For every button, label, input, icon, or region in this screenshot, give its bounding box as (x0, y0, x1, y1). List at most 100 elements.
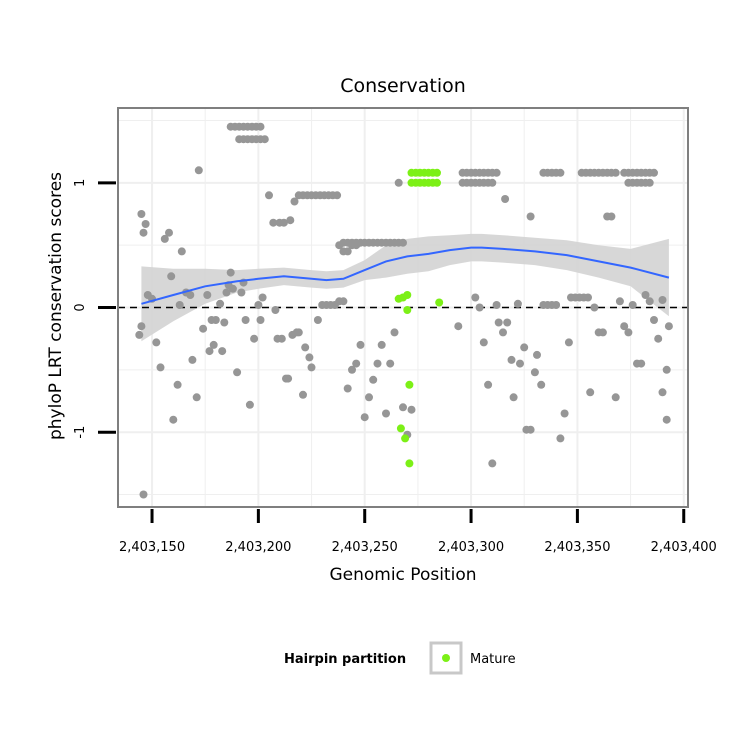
data-point (650, 168, 658, 177)
data-point-mature (396, 424, 405, 433)
data-point (339, 297, 348, 306)
data-point (513, 299, 522, 308)
data-point (501, 195, 510, 203)
x-tick-label: 2,403,200 (225, 540, 291, 555)
data-point (152, 338, 161, 347)
plot-panel-border (117, 107, 689, 508)
data-point (509, 393, 518, 402)
data-point (503, 318, 512, 327)
data-point (507, 355, 516, 364)
data-point (139, 228, 148, 237)
data-point (294, 328, 303, 337)
data-point (211, 316, 220, 324)
data-point (284, 374, 293, 383)
data-point (475, 303, 484, 312)
data-point (203, 291, 212, 299)
data-point-mature (401, 434, 410, 443)
data-point (241, 316, 250, 324)
y-tick-label: 0 (73, 303, 88, 311)
data-point (137, 210, 146, 218)
data-point (301, 343, 310, 352)
data-point (645, 297, 654, 306)
data-point (586, 388, 595, 397)
data-point (533, 350, 541, 359)
data-point (645, 178, 654, 187)
data-point (664, 322, 673, 331)
data-point (658, 296, 667, 304)
chart-title: Conservation (340, 75, 466, 97)
data-point (377, 340, 386, 349)
data-point (220, 318, 229, 327)
data-point (598, 328, 607, 337)
data-point (299, 390, 307, 399)
x-axis-title: Genomic Position (329, 565, 476, 585)
data-point (260, 135, 269, 144)
data-point (620, 322, 629, 331)
data-point (343, 384, 352, 393)
data-point (394, 178, 403, 187)
data-point (537, 380, 546, 389)
data-point (556, 434, 565, 443)
data-point (662, 365, 671, 374)
y-tick-label: -1 (73, 426, 88, 439)
data-point (139, 490, 148, 499)
data-point (492, 168, 501, 177)
data-point (628, 301, 637, 309)
data-point (662, 415, 671, 424)
data-point (269, 218, 278, 227)
data-point (333, 191, 342, 200)
data-point (516, 359, 524, 368)
data-point (167, 272, 176, 281)
data-points (135, 122, 673, 499)
data-point (216, 299, 225, 308)
data-point (307, 363, 316, 372)
data-point (471, 293, 480, 302)
data-point-mature (433, 168, 441, 177)
confidence-band-group (141, 233, 669, 342)
data-point (407, 405, 416, 414)
y-axis-title: phyloP LRT conservation scores (46, 172, 66, 440)
data-point-mature (405, 380, 414, 389)
data-point (265, 191, 273, 200)
data-point (194, 166, 203, 175)
data-point (499, 328, 507, 337)
x-tick-label: 2,403,150 (119, 540, 185, 555)
data-point (286, 216, 295, 225)
legend: Hairpin partition Mature (284, 641, 516, 675)
data-point (624, 328, 633, 337)
data-point (488, 178, 497, 187)
data-point (390, 328, 399, 337)
smooth-line (141, 246, 670, 305)
data-point (386, 359, 395, 368)
data-point (373, 359, 382, 368)
data-point (313, 316, 322, 324)
data-point (177, 247, 186, 256)
data-point (352, 241, 361, 250)
data-point (228, 284, 237, 293)
data-point (552, 301, 561, 309)
data-point (607, 212, 616, 221)
data-point (258, 293, 267, 302)
x-tick-label: 2,403,400 (651, 540, 717, 555)
data-point-mature (403, 306, 412, 314)
data-point (492, 301, 501, 309)
data-point (352, 359, 361, 368)
data-point (250, 334, 259, 343)
data-point (209, 340, 218, 349)
data-point (399, 403, 407, 412)
data-point (584, 293, 592, 302)
data-point (641, 291, 650, 299)
legend-mature-swatch (442, 654, 450, 662)
data-point (290, 197, 299, 206)
data-point (186, 291, 195, 299)
data-point (590, 303, 599, 312)
data-point (526, 425, 535, 434)
data-point (564, 338, 573, 347)
data-point (245, 400, 254, 409)
data-point (226, 268, 235, 277)
x-tick-label: 2,403,350 (544, 540, 610, 555)
x-tick-label: 2,403,250 (332, 540, 398, 555)
data-point (360, 413, 369, 422)
data-point (382, 409, 390, 418)
